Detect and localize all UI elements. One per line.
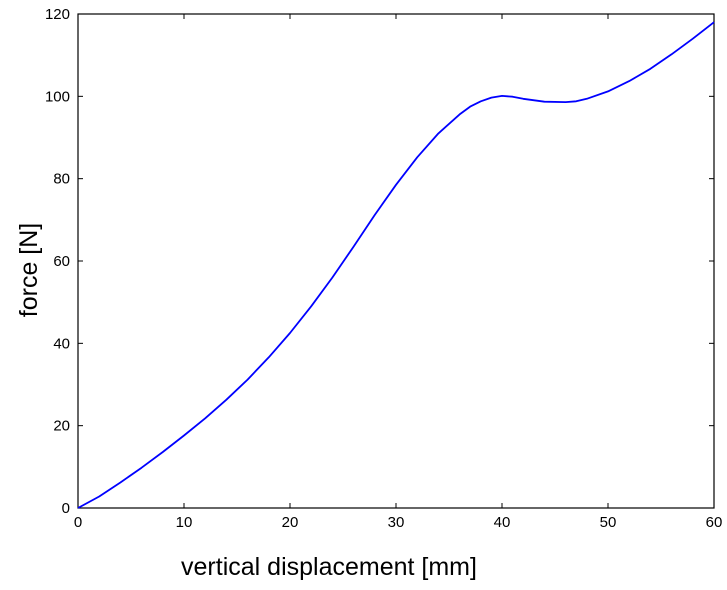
x-tick-label: 0 [74,514,82,531]
x-tick-label: 40 [494,514,511,531]
y-tick-label: 60 [53,253,70,270]
y-tick-label: 120 [45,6,70,23]
x-tick-label: 20 [282,514,299,531]
series-line [77,21,715,509]
x-tick-label: 10 [176,514,193,531]
axis-ticks: 0 10 20 30 40 50 60 0 20 40 60 80 100 120 [45,6,722,531]
y-tick-label: 80 [53,171,70,188]
x-axis-title: vertical displacement [mm] [181,553,477,581]
x-tick-label: 50 [600,514,617,531]
y-tick-label: 0 [62,500,70,517]
y-tick-label: 100 [45,88,70,105]
series-layer [77,21,715,509]
y-axis-title: force [N] [15,223,43,317]
x-tick-label: 30 [388,514,405,531]
y-tick-label: 20 [53,418,70,435]
y-tick-label: 40 [53,335,70,352]
plot-area [77,13,715,509]
x-tick-label: 60 [706,514,723,531]
